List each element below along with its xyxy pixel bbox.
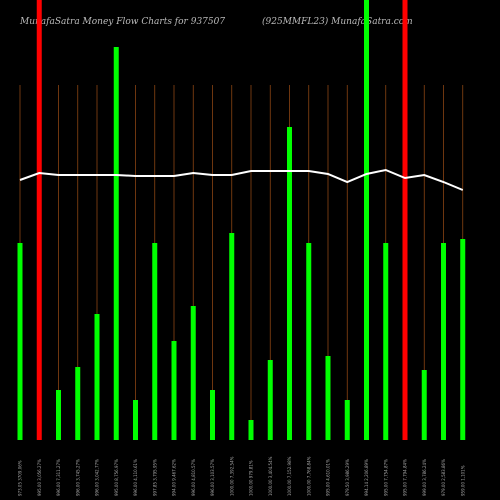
x-tick-label: 996.00 3,103.57%	[210, 459, 215, 496]
bar	[36, 0, 42, 440]
x-tick-label: 995.00 8,756.97%	[114, 459, 119, 496]
x-tick-label: 1000.00 7,768.84%	[306, 456, 311, 496]
bar	[229, 233, 235, 440]
bar	[94, 314, 100, 440]
x-tick-label: 979.50 3,986.29%	[345, 459, 350, 496]
bar	[248, 420, 254, 440]
x-tick-label: 1000.00 7,392.54%	[229, 456, 234, 496]
x-tick-label: 994.14 2,206.89%	[364, 459, 369, 496]
bar	[325, 356, 331, 440]
x-tick-label: 996.00 3,745.27%	[75, 459, 80, 496]
x-tick-label: 996.00 3,042.77%	[95, 459, 100, 496]
x-tick-label: 994.00 9,467.62%	[172, 459, 177, 496]
bar	[152, 243, 158, 440]
bar	[344, 400, 350, 440]
bar	[267, 360, 273, 440]
bar	[17, 243, 23, 440]
x-tick-label: 996.00 4,810.57%	[191, 459, 196, 496]
bar	[402, 0, 408, 440]
bar	[133, 400, 138, 440]
x-tick-label: 996.00 7,311.27%	[56, 459, 61, 496]
x-tick-label: 997.85 3,795.95%	[152, 459, 157, 496]
x-tick-label: 973.05 3709.06%	[18, 460, 23, 496]
bar	[113, 47, 119, 440]
bar	[190, 306, 196, 440]
bar	[306, 243, 312, 440]
bar	[56, 390, 61, 440]
x-tick-label: 995.00 7,754.87%	[383, 459, 388, 496]
x-tick-label: 995.00 7,794.84%	[403, 459, 408, 496]
x-tick-label: 995.00 4,610.01%	[326, 459, 331, 496]
bar	[383, 243, 389, 440]
bar	[364, 0, 369, 440]
x-tick-label: 959.00 1,101%	[460, 465, 465, 496]
bar	[421, 370, 427, 440]
x-tick-label: 1000.00 3,404.54%	[268, 456, 273, 496]
x-tick-label: 979.00 2,583.86%	[441, 459, 446, 496]
x-tick-label: 995.00 3,056.27%	[37, 459, 42, 496]
chart-title: MunafaSatra Money Flow Charts for 937507	[19, 17, 225, 27]
bar	[287, 127, 292, 440]
x-tick-label: 1000.00 7,152.98%	[287, 456, 292, 496]
bar	[171, 341, 177, 440]
chart-subtitle: (925MMFL23) MunafaSatra.com	[262, 16, 413, 27]
bar	[460, 239, 466, 440]
x-tick-label: 1000.00 979.81%	[249, 460, 254, 496]
price-line	[19, 168, 464, 191]
bar	[75, 367, 81, 440]
x-tick-label: 999.00 3,786.24%	[422, 459, 427, 496]
bar	[210, 390, 215, 440]
x-tick-label: 996.00 4,110.61%	[133, 459, 138, 496]
bar	[441, 243, 446, 440]
